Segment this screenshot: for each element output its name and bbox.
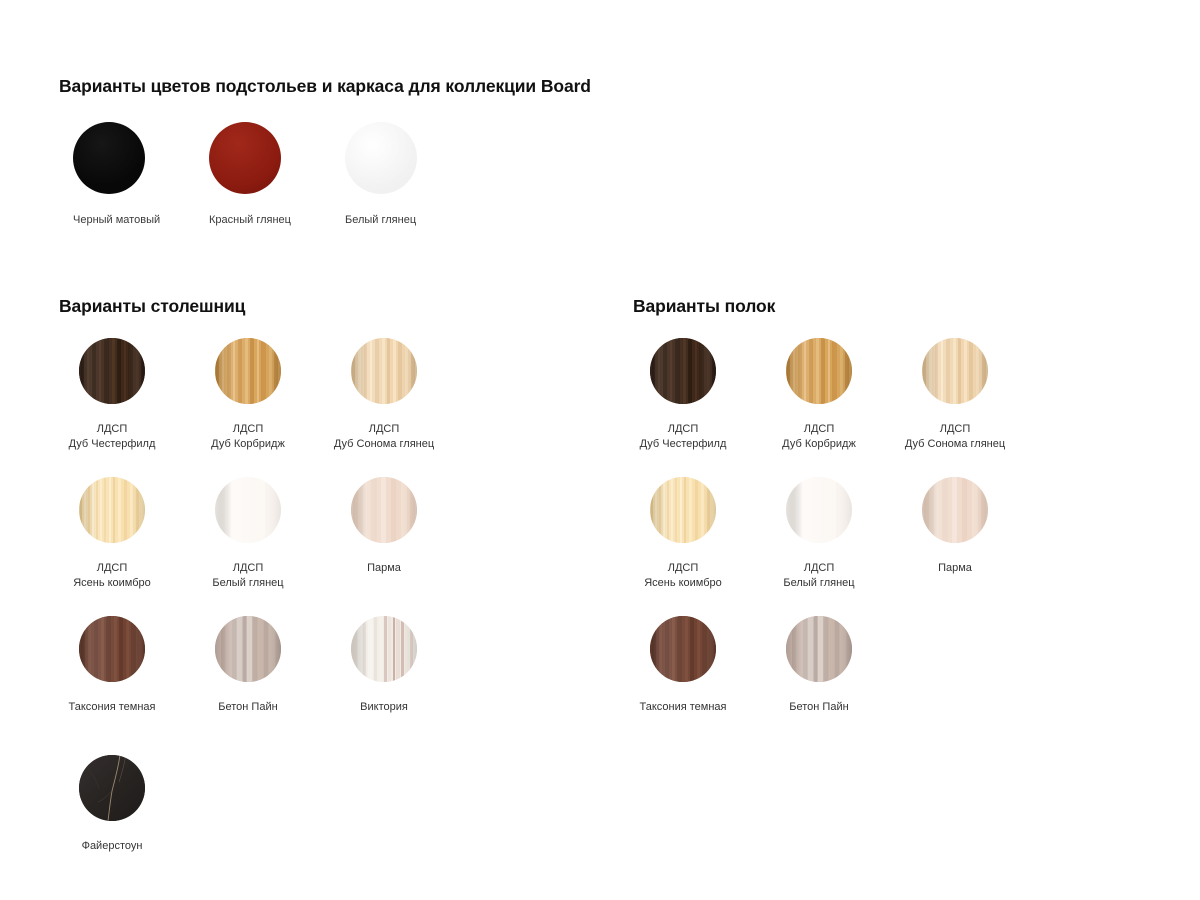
firestone-swatch[interactable] bbox=[79, 755, 145, 821]
material-label-line1: Парма bbox=[367, 562, 401, 574]
frame-color-option[interactable]: Черный матовый bbox=[59, 122, 195, 227]
frame-color-option[interactable]: Красный глянец bbox=[195, 122, 331, 227]
material-label-line1: Таксония темная bbox=[639, 701, 727, 713]
material-label-line2: Дуб Сонома глянец bbox=[904, 437, 1006, 450]
white-gloss-swatch[interactable] bbox=[786, 477, 852, 543]
material-label: Парма bbox=[367, 561, 401, 576]
material-label: Таксония темная bbox=[69, 700, 156, 715]
ash-coimbro-swatch[interactable] bbox=[650, 477, 716, 543]
black-matte-swatch[interactable] bbox=[73, 122, 145, 194]
oak-corbridge-swatch[interactable] bbox=[786, 338, 852, 404]
oak-chesterfield-swatch[interactable] bbox=[79, 338, 145, 404]
tabletop-option[interactable]: Бетон Пайн bbox=[180, 616, 316, 755]
material-label-line1: Таксония темная bbox=[68, 701, 156, 713]
victoria-swatch[interactable] bbox=[351, 616, 417, 682]
material-label: Парма bbox=[938, 561, 972, 576]
frame-color-swatch-row: Черный матовый Красный глянец Белый глянец bbox=[59, 122, 467, 227]
material-label-line1: Бетон Пайн bbox=[218, 701, 278, 713]
material-label: Бетон Пайн bbox=[789, 700, 848, 715]
page-title: Варианты цветов подстольев и каркаса для… bbox=[59, 76, 591, 96]
material-label: ЛДСП Дуб Корбридж bbox=[211, 422, 285, 451]
shelf-option[interactable]: Таксония темная bbox=[615, 616, 751, 755]
material-label-line1: ЛДСП bbox=[939, 423, 971, 435]
tabletop-option[interactable]: ЛДСП Дуб Корбридж bbox=[180, 338, 316, 477]
material-label-line1: ЛДСП bbox=[96, 562, 128, 574]
frame-color-label: Красный глянец bbox=[209, 214, 291, 226]
concrete-pine-swatch[interactable] bbox=[786, 616, 852, 682]
material-label-line2: Ясень коимбро bbox=[644, 576, 722, 589]
material-label: ЛДСП Дуб Честерфилд bbox=[640, 422, 727, 451]
material-label-line1: ЛДСП bbox=[667, 562, 699, 574]
taxonia-dark-swatch[interactable] bbox=[79, 616, 145, 682]
oak-sonoma-gloss-swatch[interactable] bbox=[351, 338, 417, 404]
white-gloss-swatch[interactable] bbox=[345, 122, 417, 194]
material-label: ЛДСП Белый глянец bbox=[212, 561, 283, 590]
shelf-options-grid: ЛДСП Дуб Честерфилд ЛДСП Дуб Корбридж ЛДСП Ду… bbox=[615, 338, 1023, 755]
material-label-line1: ЛДСП bbox=[803, 423, 835, 435]
frame-color-option[interactable]: Белый глянец bbox=[331, 122, 467, 227]
parma-swatch[interactable] bbox=[922, 477, 988, 543]
frame-color-label: Черный матовый bbox=[73, 214, 161, 226]
parma-swatch[interactable] bbox=[351, 477, 417, 543]
tabletop-option[interactable]: ЛДСП Дуб Честерфилд bbox=[44, 338, 180, 477]
material-label-line2: Ясень коимбро bbox=[73, 576, 151, 589]
material-label-line2: Белый глянец bbox=[212, 576, 284, 589]
section-title-tabletops: Варианты столешниц bbox=[59, 296, 246, 316]
material-label-line1: Парма bbox=[938, 562, 972, 574]
tabletop-option[interactable]: ЛДСП Белый глянец bbox=[180, 477, 316, 616]
ash-coimbro-swatch[interactable] bbox=[79, 477, 145, 543]
material-label-line1: ЛДСП bbox=[96, 423, 128, 435]
material-label-line1: Бетон Пайн bbox=[789, 701, 849, 713]
tabletop-option[interactable]: Файерстоун bbox=[44, 755, 180, 894]
material-label-line2: Дуб Корбридж bbox=[782, 437, 856, 450]
material-label-line1: ЛДСП bbox=[667, 423, 699, 435]
tabletop-options-grid: ЛДСП Дуб Честерфилд ЛДСП Дуб Корбридж ЛДСП Ду… bbox=[44, 338, 452, 894]
material-label-line1: Виктория bbox=[360, 701, 408, 713]
material-label-line1: ЛДСП bbox=[803, 562, 835, 574]
material-label: ЛДСП Дуб Сонома глянец bbox=[905, 422, 1005, 451]
tabletop-option[interactable]: ЛДСП Ясень коимбро bbox=[44, 477, 180, 616]
material-label-line1: ЛДСП bbox=[232, 562, 264, 574]
oak-sonoma-gloss-swatch[interactable] bbox=[922, 338, 988, 404]
material-label-line2: Дуб Сонома глянец bbox=[333, 437, 435, 450]
tabletop-option[interactable]: Виктория bbox=[316, 616, 452, 755]
white-gloss-swatch[interactable] bbox=[215, 477, 281, 543]
shelf-option[interactable]: Парма bbox=[887, 477, 1023, 616]
material-label: ЛДСП Дуб Корбридж bbox=[782, 422, 856, 451]
material-label: Таксония темная bbox=[640, 700, 727, 715]
shelf-option[interactable]: ЛДСП Ясень коимбро bbox=[615, 477, 751, 616]
material-label-line2: Дуб Честерфилд bbox=[639, 437, 727, 450]
tabletop-option[interactable]: Таксония темная bbox=[44, 616, 180, 755]
material-label-line1: ЛДСП bbox=[368, 423, 400, 435]
material-label-line2: Дуб Корбридж bbox=[211, 437, 285, 450]
section-title-shelves: Варианты полок bbox=[633, 296, 776, 316]
shelf-option[interactable]: ЛДСП Дуб Сонома глянец bbox=[887, 338, 1023, 477]
tabletop-option[interactable]: ЛДСП Дуб Сонома глянец bbox=[316, 338, 452, 477]
material-label-line2: Белый глянец bbox=[783, 576, 855, 589]
material-label-line2: Дуб Честерфилд bbox=[68, 437, 156, 450]
shelf-option[interactable]: Бетон Пайн bbox=[751, 616, 887, 755]
tabletop-option[interactable]: Парма bbox=[316, 477, 452, 616]
material-label: ЛДСП Ясень коимбро bbox=[644, 561, 722, 590]
material-label: ЛДСП Дуб Честерфилд bbox=[69, 422, 156, 451]
material-label-line1: Файерстоун bbox=[81, 840, 143, 852]
shelf-option[interactable]: ЛДСП Дуб Корбридж bbox=[751, 338, 887, 477]
oak-corbridge-swatch[interactable] bbox=[215, 338, 281, 404]
shelf-option[interactable]: ЛДСП Дуб Честерфилд bbox=[615, 338, 751, 477]
material-label: Бетон Пайн bbox=[218, 700, 277, 715]
oak-chesterfield-swatch[interactable] bbox=[650, 338, 716, 404]
material-label-line1: ЛДСП bbox=[232, 423, 264, 435]
frame-color-label: Белый глянец bbox=[345, 214, 417, 226]
shelf-option[interactable]: ЛДСП Белый глянец bbox=[751, 477, 887, 616]
material-label: ЛДСП Ясень коимбро bbox=[73, 561, 151, 590]
concrete-pine-swatch[interactable] bbox=[215, 616, 281, 682]
material-label: Файерстоун bbox=[82, 839, 143, 854]
material-label: ЛДСП Дуб Сонома глянец bbox=[334, 422, 434, 451]
red-gloss-swatch[interactable] bbox=[209, 122, 281, 194]
material-label: ЛДСП Белый глянец bbox=[783, 561, 854, 590]
taxonia-dark-swatch[interactable] bbox=[650, 616, 716, 682]
material-label: Виктория bbox=[360, 700, 408, 715]
